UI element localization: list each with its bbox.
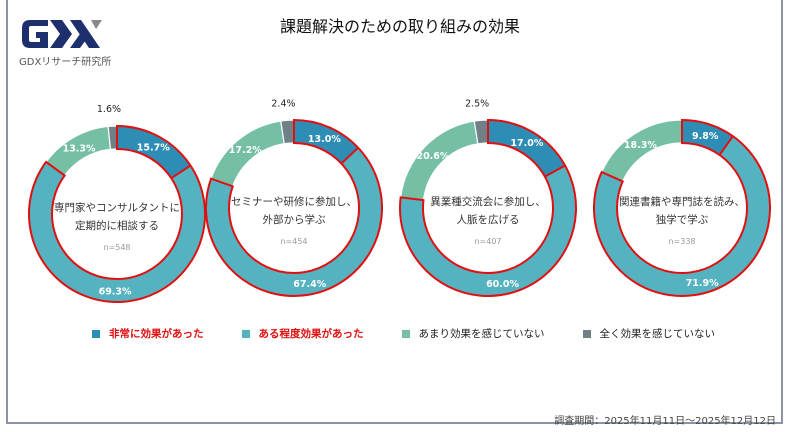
highlight-divider xyxy=(544,164,566,178)
highlight-divider xyxy=(718,135,734,156)
legend-label: 全く効果を感じていない xyxy=(599,328,716,340)
legend-swatch xyxy=(241,329,250,338)
sample-size: n=407 xyxy=(474,237,501,246)
value-label: 60.0% xyxy=(486,279,519,290)
legend-item: 非常に効果があった xyxy=(92,326,204,341)
center-label: 独学で学ぶ xyxy=(656,213,709,226)
value-label: 71.9% xyxy=(686,278,719,289)
legend-label: あまり効果を感じていない xyxy=(418,328,545,340)
value-label: 2.4% xyxy=(271,98,295,109)
highlight-outline xyxy=(28,124,206,303)
legend-item: ある程度効果があった xyxy=(241,326,364,341)
value-label: 9.8% xyxy=(692,131,719,142)
highlight-divider xyxy=(170,164,191,180)
center-label: 関連書籍や専門誌を読み、 xyxy=(619,195,745,208)
legend-label: 非常に効果があった xyxy=(109,328,204,340)
value-label: 17.0% xyxy=(510,138,543,149)
center-label: 定期的に相談する xyxy=(75,219,159,232)
legend-swatch xyxy=(401,329,410,338)
highlight-outline xyxy=(205,118,383,297)
center-label: 人脈を広げる xyxy=(457,213,520,226)
chart-frame xyxy=(6,0,783,424)
sample-size: n=338 xyxy=(668,237,695,246)
value-label: 20.6% xyxy=(416,151,449,162)
sample-size: n=548 xyxy=(103,243,130,252)
value-label: 13.0% xyxy=(308,134,341,145)
sample-size: n=454 xyxy=(280,237,307,246)
legend-item: あまり効果を感じていない xyxy=(401,326,545,341)
center-label: 専門家やコンサルタントに xyxy=(54,201,180,214)
legend-item: 全く効果を感じていない xyxy=(582,326,716,341)
value-label: 1.6% xyxy=(97,104,121,115)
legend-swatch xyxy=(92,329,100,338)
center-label: 異業種交流会に参加し、 xyxy=(430,195,546,208)
center-label: セミナーや研修に参加し、 xyxy=(231,195,357,208)
value-label: 17.2% xyxy=(229,145,262,156)
legend: 非常に効果があった ある程度効果があった あまり効果を感じていない 全く効果を感じてい… xyxy=(92,326,753,341)
value-label: 67.4% xyxy=(293,279,326,290)
legend-swatch xyxy=(582,329,591,338)
highlight-outline xyxy=(399,118,577,297)
value-label: 18.3% xyxy=(624,140,657,151)
value-label: 13.3% xyxy=(63,144,96,155)
highlight-outline xyxy=(593,118,771,297)
logo-subtitle: GDXリサーチ研究所 xyxy=(19,57,112,68)
value-label: 15.7% xyxy=(137,143,170,154)
highlight-divider xyxy=(340,147,359,165)
survey-period: 調査期間：2025年11月11日～2025年12月12日 xyxy=(554,416,776,427)
value-label: 69.3% xyxy=(99,286,132,297)
center-label: 外部から学ぶ xyxy=(263,213,326,226)
value-label: 2.5% xyxy=(465,98,489,109)
page-title: 課題解決のための取り組みの効果 xyxy=(279,17,520,36)
legend-label: ある程度効果があった xyxy=(258,328,364,340)
gdx-logo xyxy=(22,20,102,48)
